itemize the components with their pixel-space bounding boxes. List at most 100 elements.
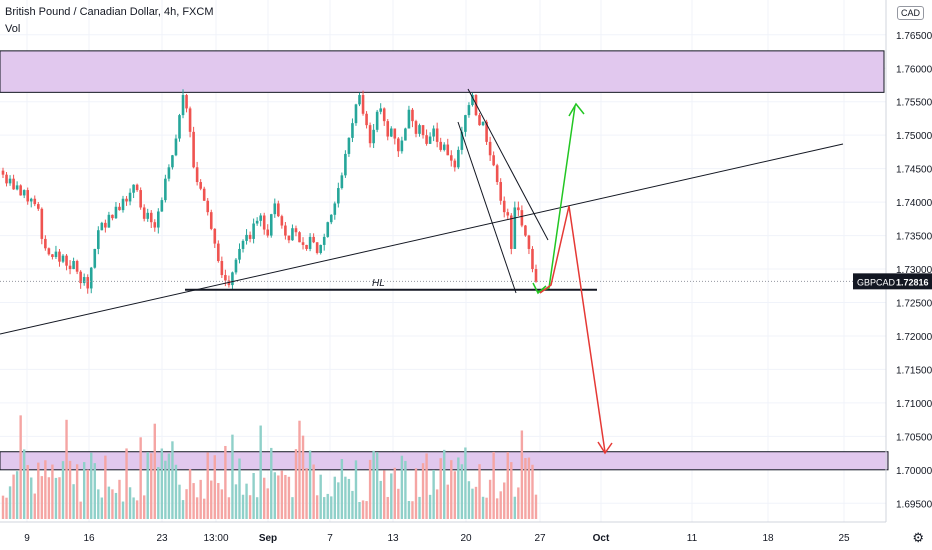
- volume-bar: [1, 495, 5, 519]
- volume-bar: [284, 474, 287, 519]
- candle-body: [33, 198, 37, 205]
- x-tick-label: 7: [327, 533, 333, 544]
- candle-body: [322, 236, 326, 245]
- volume-bar: [435, 489, 439, 519]
- volume-bar: [97, 489, 100, 519]
- volume-bar: [33, 493, 36, 519]
- candle-body: [358, 95, 361, 105]
- volume-bar: [520, 430, 524, 519]
- volume-bar: [425, 453, 428, 519]
- volume-bar: [298, 420, 301, 519]
- candle-body: [58, 251, 61, 262]
- volume-bar: [450, 460, 453, 519]
- candle-body: [492, 155, 495, 166]
- volume-bar: [153, 423, 156, 519]
- volume-bar: [534, 494, 538, 519]
- candle-body: [132, 184, 135, 193]
- volume-bar: [326, 493, 329, 519]
- volume-bar: [319, 474, 322, 519]
- candle-body: [118, 206, 121, 211]
- drawings-layer: HL: [0, 88, 886, 455]
- candle-body: [128, 192, 132, 202]
- candle-body: [202, 188, 206, 201]
- volume-bar: [164, 460, 167, 519]
- last-price-badge: [853, 273, 932, 290]
- volume-bar: [513, 496, 517, 519]
- volume-bar: [167, 453, 171, 519]
- x-tick-label: 9: [24, 533, 30, 544]
- volume-bar: [259, 425, 262, 519]
- volume-bar: [390, 473, 393, 519]
- candle-body: [54, 251, 58, 257]
- volume-bar: [273, 472, 276, 519]
- candle-body: [397, 138, 400, 152]
- y-tick-label: 1.69500: [896, 499, 932, 510]
- time-axis[interactable]: 9 16 23 13:00 Sep 7 13 20 27 Oct 11 18 25: [0, 521, 886, 544]
- volume-bar: [365, 501, 368, 519]
- candle-body: [188, 108, 192, 132]
- volume-bars: [1, 415, 538, 519]
- volume-bar: [90, 452, 93, 519]
- candle-body: [44, 238, 47, 249]
- candle-body: [36, 204, 40, 209]
- y-tick-label: 1.76500: [896, 31, 932, 42]
- candle-body: [153, 222, 157, 228]
- candle-body: [241, 240, 245, 249]
- volume-bar: [220, 489, 224, 519]
- volume-bar: [8, 486, 12, 519]
- volume-bar: [351, 490, 354, 519]
- volume-bar: [199, 479, 202, 519]
- price-axis[interactable]: 1.76500 1.76000 1.75500 1.75000 1.74500 1.740…: [853, 0, 932, 522]
- candle-body: [520, 210, 524, 226]
- candle-body: [185, 95, 188, 109]
- volume-bar: [68, 460, 72, 519]
- candle-body: [86, 277, 90, 289]
- volume-bar: [368, 459, 372, 519]
- candle-body: [277, 203, 280, 217]
- volume-bar: [517, 487, 520, 519]
- candle-body: [393, 128, 397, 139]
- volume-bar: [100, 497, 104, 519]
- candle-body: [245, 234, 248, 241]
- candle-body: [372, 129, 375, 144]
- candle-body: [160, 200, 164, 212]
- gear-icon[interactable]: ⚙: [912, 530, 924, 545]
- wedge-upper-line: [467, 88, 549, 241]
- x-tick-label: 13: [387, 533, 399, 544]
- candle-body: [457, 149, 460, 168]
- candle-body: [308, 236, 312, 249]
- volume-bar: [234, 484, 238, 519]
- candle-body: [509, 215, 513, 249]
- candle-body: [107, 214, 111, 228]
- candle-body: [213, 228, 217, 244]
- volume-indicator-label[interactable]: Vol: [5, 23, 21, 35]
- candle-body: [435, 128, 439, 142]
- candle-body: [72, 261, 75, 270]
- candle-body: [425, 135, 428, 144]
- candle-body: [432, 128, 435, 137]
- volume-bar: [104, 455, 107, 519]
- candle-body: [164, 178, 167, 201]
- volume-bar: [206, 452, 209, 519]
- candle-body: [421, 125, 425, 136]
- volume-bar: [294, 449, 298, 519]
- candle-body: [266, 229, 270, 236]
- x-tick-label: 20: [460, 533, 472, 544]
- candle-body: [439, 141, 442, 150]
- y-tick-label: 1.75000: [896, 131, 932, 142]
- candle-body: [209, 212, 213, 229]
- candle-body: [149, 212, 153, 223]
- currency-badge[interactable]: CAD: [896, 6, 924, 20]
- volume-bar: [347, 478, 351, 519]
- candle-body: [414, 121, 418, 134]
- candle-body: [312, 236, 315, 243]
- y-tick-label: 1.72500: [896, 298, 932, 309]
- volume-bar: [488, 479, 492, 519]
- y-tick-label: 1.76000: [896, 64, 932, 75]
- candle-body: [217, 243, 220, 261]
- candle-body: [234, 259, 238, 273]
- resistance-zone: [0, 50, 885, 93]
- zones-layer: [0, 50, 889, 471]
- volume-bar: [287, 476, 291, 519]
